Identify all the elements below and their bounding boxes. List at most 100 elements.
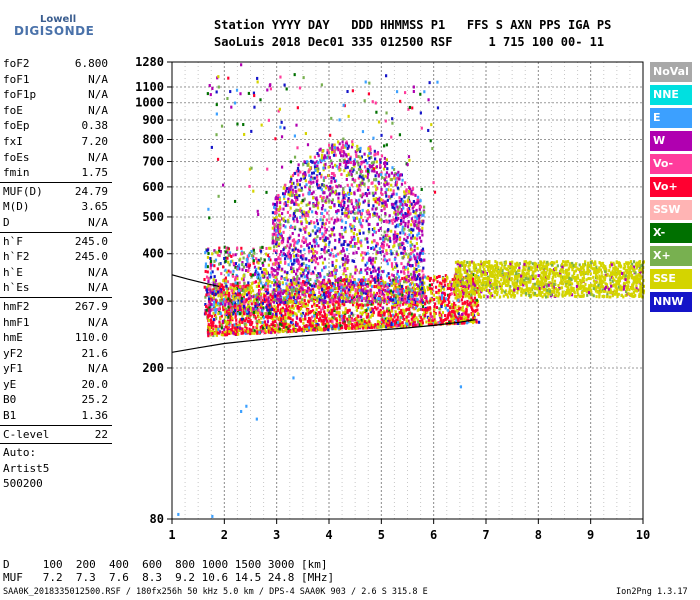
param-row: h`Es N/A <box>0 280 112 296</box>
echo-point <box>337 218 340 222</box>
echo-point <box>312 300 316 304</box>
echo-point <box>397 177 400 181</box>
echo-point <box>269 309 273 313</box>
echo-point <box>378 300 382 304</box>
echo-point <box>272 328 275 332</box>
echo-point <box>404 214 407 218</box>
echo-point <box>292 281 295 285</box>
echo-point <box>302 241 306 245</box>
echo-point <box>405 275 408 279</box>
echo-point <box>443 283 447 287</box>
echo-point <box>294 171 297 175</box>
echo-point <box>368 323 371 327</box>
echo-point <box>235 318 238 322</box>
echo-point <box>274 319 277 323</box>
echo-point <box>401 228 404 232</box>
echo-point <box>383 156 386 160</box>
param-value: 0.38 <box>81 119 109 133</box>
echo-point <box>297 281 300 285</box>
echo-point <box>385 204 388 208</box>
echo-point <box>413 318 416 322</box>
echo-point <box>317 295 320 299</box>
echo-point <box>214 290 218 294</box>
echo-point <box>398 238 402 242</box>
echo-point <box>403 237 406 241</box>
echo-point <box>350 283 353 287</box>
echo-point <box>406 225 410 229</box>
echo-point <box>320 212 324 216</box>
echo-point <box>433 305 436 309</box>
echo-point <box>302 162 305 166</box>
echo-point <box>318 287 321 291</box>
echo-point <box>302 262 305 266</box>
echo-point <box>397 275 401 279</box>
echo-point <box>475 318 478 322</box>
echo-point <box>399 200 403 204</box>
echo-point <box>466 316 469 320</box>
echo-point <box>345 211 348 215</box>
echo-point <box>390 283 394 287</box>
echo-point <box>423 275 427 279</box>
echo-point <box>355 308 359 312</box>
echo-point <box>210 314 214 318</box>
echo-point <box>307 246 310 250</box>
echo-point <box>275 211 278 215</box>
echo-point <box>448 310 451 314</box>
echo-point <box>363 297 366 301</box>
echo-point <box>291 191 295 195</box>
echo-point <box>384 288 387 292</box>
echo-point <box>287 311 290 315</box>
echo-point <box>312 288 315 292</box>
echo-point <box>440 282 443 286</box>
echo-point <box>328 164 331 168</box>
echo-point <box>289 224 293 228</box>
echo-point <box>373 198 376 202</box>
echo-point <box>284 183 287 187</box>
echo-point <box>370 164 374 168</box>
echo-point <box>388 258 391 262</box>
echo-point <box>364 263 367 267</box>
echo-point <box>378 202 381 206</box>
echo-point <box>367 306 370 310</box>
param-row: foE N/A <box>0 103 112 119</box>
echo-point <box>410 223 413 227</box>
echo-point <box>429 315 432 319</box>
echo-point <box>401 287 404 291</box>
echo-point <box>258 320 261 324</box>
echo-point <box>461 305 464 309</box>
echo-point <box>410 202 413 206</box>
echo-point <box>357 211 360 215</box>
echo-point <box>299 307 303 311</box>
echo-point <box>348 192 351 196</box>
echo-point <box>289 317 292 321</box>
echo-point <box>348 293 351 297</box>
echo-point <box>322 280 326 284</box>
echo-point <box>310 272 313 276</box>
echo-point <box>247 284 250 288</box>
echo-point <box>385 259 388 263</box>
echo-point <box>375 197 378 201</box>
echo-point <box>297 301 300 305</box>
echo-point <box>291 318 294 322</box>
echo-point <box>340 204 343 208</box>
echo-point <box>283 195 286 199</box>
echo-point <box>213 332 216 336</box>
echo-point <box>403 280 406 284</box>
echo-point <box>311 304 314 308</box>
echo-point <box>275 228 278 232</box>
echo-point <box>369 289 372 293</box>
echo-point <box>421 247 425 251</box>
echo-point <box>278 280 281 284</box>
echo-point <box>297 309 300 313</box>
echo-point <box>209 331 212 335</box>
echo-point <box>274 280 277 284</box>
echo-point <box>440 302 443 306</box>
param-label: D <box>3 215 10 229</box>
echo-point <box>299 178 302 182</box>
echo-point <box>345 142 349 146</box>
echo-point <box>224 292 227 296</box>
echo-point <box>329 312 332 316</box>
echo-point <box>366 240 369 244</box>
echo-point <box>409 322 412 326</box>
echo-point <box>390 202 394 206</box>
